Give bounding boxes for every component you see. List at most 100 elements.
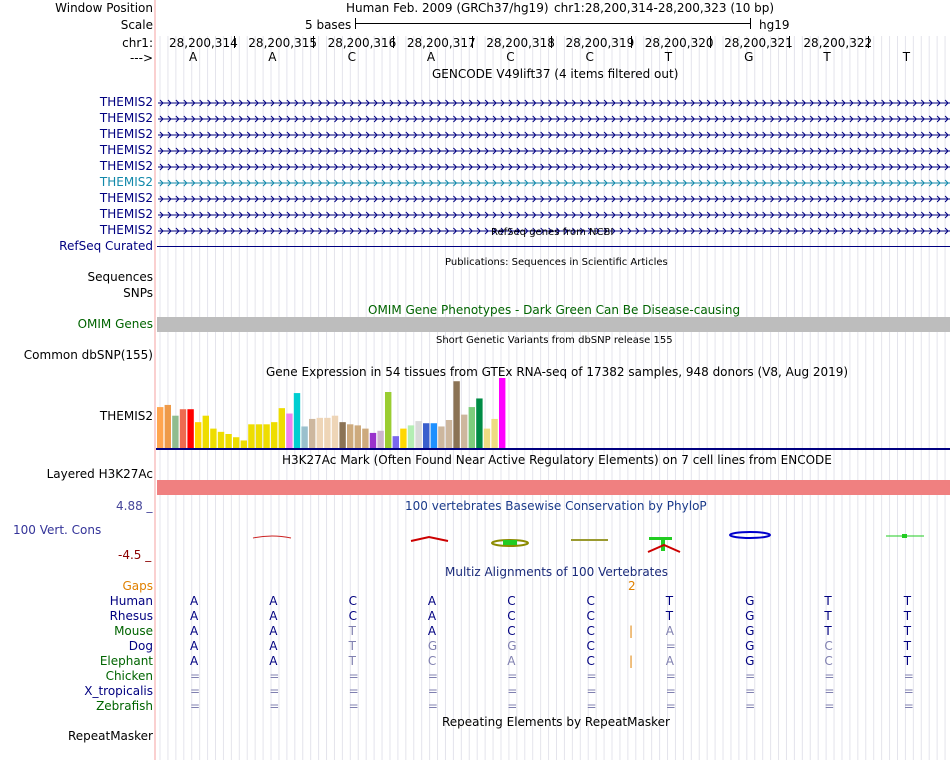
gtex-tissue-bar[interactable]	[491, 418, 498, 448]
gencode-transcript-label[interactable]: THEMIS2	[99, 159, 153, 173]
gtex-tissue-bar[interactable]	[415, 421, 422, 448]
gtex-tissue-bar[interactable]	[461, 414, 468, 448]
gtex-tissue-bar[interactable]	[263, 424, 270, 448]
gtex-tissue-bar[interactable]	[179, 409, 187, 448]
alignment-base: C	[507, 609, 516, 623]
gencode-transcript-label[interactable]: THEMIS2	[99, 111, 153, 125]
gencode-transcript-line[interactable]	[156, 225, 950, 237]
repeatmasker-label[interactable]: RepeatMasker	[67, 729, 153, 743]
gtex-tissue-bar[interactable]	[499, 378, 506, 448]
gtex-tissue-bar[interactable]	[430, 423, 437, 448]
gtex-tissue-bar[interactable]	[331, 415, 339, 448]
gtex-tissue-bar[interactable]	[400, 428, 407, 448]
gtex-tissue-bar[interactable]	[392, 436, 399, 448]
gtex-tissue-bar[interactable]	[339, 422, 346, 448]
refseq-title[interactable]: RefSeq genes from NCBI	[491, 227, 614, 238]
h3k27ac-bar[interactable]	[157, 480, 950, 495]
gtex-tissue-bar[interactable]	[172, 415, 179, 448]
gtex-tissue-bar[interactable]	[354, 425, 361, 448]
gtex-tissue-bar[interactable]	[369, 432, 377, 448]
gtex-tissue-bar[interactable]	[476, 398, 483, 448]
gtex-tissue-bar[interactable]	[202, 415, 209, 448]
gtex-tissue-bar[interactable]	[423, 423, 430, 448]
gtex-tissue-bar[interactable]	[293, 393, 301, 448]
gencode-transcript-label[interactable]: THEMIS2	[99, 95, 153, 109]
phylop-label[interactable]: 100 Vert. Cons	[13, 523, 102, 537]
species-label[interactable]: Mouse	[114, 624, 153, 638]
omim-title[interactable]: OMIM Gene Phenotypes - Dark Green Can Be…	[368, 303, 741, 317]
gtex-tissue-bar[interactable]	[316, 417, 323, 448]
multiz-title[interactable]: Multiz Alignments of 100 Vertebrates	[445, 565, 669, 579]
gtex-tissue-bar[interactable]	[217, 431, 225, 448]
species-label[interactable]: Human	[109, 594, 153, 608]
gtex-tissue-bar[interactable]	[278, 408, 285, 448]
gencode-transcript-label[interactable]: THEMIS2	[99, 223, 153, 237]
publications-label[interactable]: Sequences	[87, 270, 153, 284]
gtex-tissue-bar[interactable]	[362, 428, 369, 448]
position-readout[interactable]: chr1:28,200,314-28,200,323 (10 bp)	[554, 1, 775, 15]
species-label[interactable]: Zebrafish	[96, 699, 153, 713]
gtex-tissue-bar[interactable]	[195, 422, 202, 448]
gtex-tissue-bar[interactable]	[377, 430, 384, 448]
gencode-transcript-line[interactable]	[156, 193, 950, 205]
gtex-tissue-bar[interactable]	[445, 420, 453, 448]
dbsnp-label[interactable]: Common dbSNP(155)	[23, 348, 153, 362]
gencode-transcript-line[interactable]	[156, 177, 950, 189]
gtex-tissue-bar[interactable]	[286, 413, 293, 448]
gtex-tissue-bar[interactable]	[301, 426, 308, 448]
snps-label[interactable]: SNPs	[123, 286, 153, 300]
gencode-title[interactable]: GENCODE V49lift37 (4 items filtered out)	[432, 67, 679, 81]
gencode-transcript-label[interactable]: THEMIS2	[99, 175, 153, 189]
gencode-transcript-line[interactable]	[156, 113, 950, 125]
gtex-tissue-bar[interactable]	[483, 428, 491, 448]
gtex-tissue-bar[interactable]	[407, 425, 415, 448]
species-label[interactable]: Rhesus	[109, 609, 153, 623]
omim-bar[interactable]	[157, 317, 950, 332]
gtex-tissue-bar[interactable]	[324, 417, 331, 448]
gtex-tissue-bar[interactable]	[240, 440, 247, 448]
h3k27ac-label[interactable]: Layered H3K27Ac	[46, 467, 153, 481]
gtex-tissue-bar[interactable]	[347, 424, 354, 448]
refseq-label[interactable]: RefSeq Curated	[59, 239, 153, 253]
gtex-tissue-bar[interactable]	[255, 424, 263, 448]
gtex-tissue-bar[interactable]	[248, 424, 255, 448]
gencode-transcript-label[interactable]: THEMIS2	[99, 127, 153, 141]
repeatmasker-title[interactable]: Repeating Elements by RepeatMasker	[442, 715, 670, 729]
gencode-transcript-line[interactable]	[156, 209, 950, 221]
gtex-title[interactable]: Gene Expression in 54 tissues from GTEx …	[266, 365, 849, 379]
gtex-tissue-bar[interactable]	[157, 407, 164, 448]
gtex-tissue-bar[interactable]	[453, 381, 460, 448]
gtex-tissue-bar[interactable]	[187, 409, 194, 448]
gtex-tissue-bar[interactable]	[210, 428, 217, 448]
omim-label[interactable]: OMIM Genes	[77, 317, 153, 331]
gtex-tissue-bar[interactable]	[164, 404, 171, 448]
dbsnp-title[interactable]: Short Genetic Variants from dbSNP releas…	[436, 335, 673, 346]
gencode-transcript-label[interactable]: THEMIS2	[99, 207, 153, 221]
gencode-transcript-label[interactable]: THEMIS2	[99, 143, 153, 157]
gtex-tissue-bar[interactable]	[385, 392, 392, 448]
gtex-label[interactable]: THEMIS2	[99, 409, 153, 423]
gtex-tissue-bar[interactable]	[271, 422, 278, 448]
coordinate-tick	[868, 36, 870, 48]
species-label[interactable]: X_tropicalis	[84, 684, 153, 698]
phylop-title[interactable]: 100 vertebrates Basewise Conservation by…	[405, 499, 707, 513]
gencode-transcript-line[interactable]	[156, 145, 950, 157]
gencode-transcript-line[interactable]	[156, 97, 950, 109]
refseq-line[interactable]	[157, 246, 950, 247]
gtex-tissue-bar[interactable]	[309, 418, 316, 448]
publications-title[interactable]: Publications: Sequences in Scientific Ar…	[445, 257, 668, 268]
gtex-bar-chart[interactable]	[156, 378, 950, 450]
gencode-transcript-label[interactable]: THEMIS2	[99, 191, 153, 205]
gtex-tissue-bar[interactable]	[468, 407, 475, 448]
alignment-base: =	[745, 699, 756, 713]
species-label[interactable]: Elephant	[99, 654, 153, 668]
phylop-graph[interactable]	[156, 526, 950, 556]
gencode-transcript-line[interactable]	[156, 129, 950, 141]
species-label[interactable]: Dog	[128, 639, 153, 653]
gencode-transcript-line[interactable]	[156, 161, 950, 173]
gtex-tissue-bar[interactable]	[438, 426, 445, 448]
species-label[interactable]: Chicken	[105, 669, 153, 683]
gtex-tissue-bar[interactable]	[225, 434, 232, 448]
gtex-tissue-bar[interactable]	[233, 437, 240, 448]
h3k27ac-title[interactable]: H3K27Ac Mark (Often Found Near Active Re…	[282, 453, 832, 467]
